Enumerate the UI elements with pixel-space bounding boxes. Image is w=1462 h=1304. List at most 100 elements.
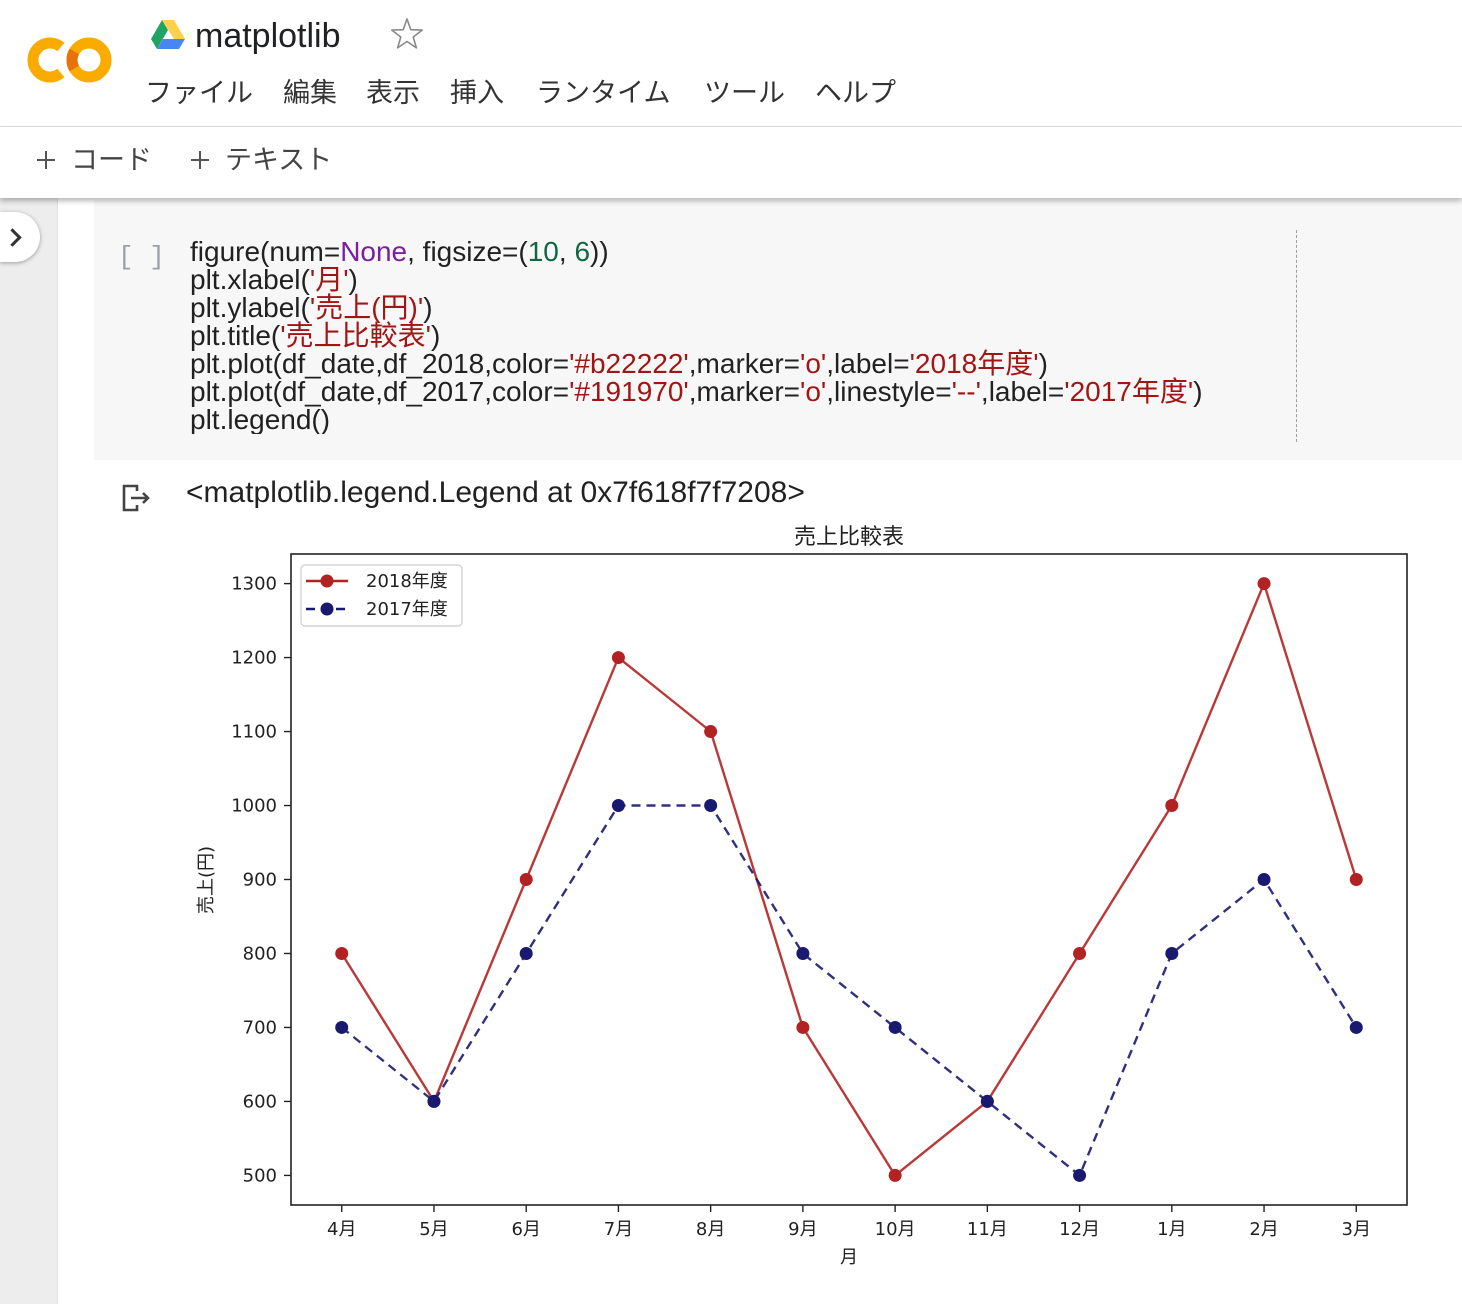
add-code-button[interactable]: コード [34, 141, 152, 179]
y-tick-label-1: 600 [243, 1091, 277, 1112]
y-tick-label-4: 900 [243, 870, 277, 891]
code-token: plt.xlabel( [190, 264, 310, 295]
x-tick-label-3: 7月 [604, 1219, 633, 1240]
legend: 2018年度 2017年度 [300, 564, 463, 627]
code-token: ) [1038, 348, 1048, 379]
code-token: '2018年度' [909, 348, 1039, 379]
series-1-point-2 [519, 946, 533, 960]
colab-logo-icon[interactable] [26, 32, 114, 88]
star-icon[interactable] [389, 17, 425, 53]
code-token: plt.plot(df_date,df_2017,color= [190, 376, 570, 407]
code-token: plt.legend() [190, 404, 331, 434]
x-tick-label-11: 3月 [1342, 1219, 1371, 1240]
menu-edit[interactable]: 編集 [283, 78, 337, 108]
series-1-point-1 [427, 1094, 441, 1108]
code-token: '#191970' [569, 376, 689, 407]
legend-label-0: 2018年度 [366, 571, 448, 592]
code-line-3[interactable]: plt.ylabel('売上(円)') [190, 294, 1290, 322]
y-tick-label-5: 1000 [231, 796, 277, 817]
code-token: , figsize=( [407, 238, 528, 267]
code-line-7[interactable]: plt.legend() [190, 406, 1290, 434]
menu-view[interactable]: 表示 [366, 78, 420, 108]
series-0-point-6 [888, 1168, 902, 1182]
code-token: '2017年度' [1064, 376, 1194, 407]
x-tick-label-4: 8月 [696, 1219, 725, 1240]
x-tick-label-1: 5月 [419, 1219, 448, 1240]
series-1-point-3 [611, 799, 625, 813]
code-line-5[interactable]: plt.plot(df_date,df_2018,color='#b22222'… [190, 350, 1290, 378]
code-token: plt.plot(df_date,df_2018,color= [190, 348, 570, 379]
code-line-2[interactable]: plt.xlabel('月') [190, 266, 1290, 294]
series-1-point-11 [1349, 1020, 1363, 1034]
y-tick-label-6: 1100 [231, 722, 277, 743]
y-tick-label-7: 1200 [231, 648, 277, 669]
series-0-point-2 [519, 873, 533, 886]
x-tick-label-0: 4月 [327, 1219, 356, 1240]
plus-icon [188, 141, 212, 179]
code-token: ,label= [980, 376, 1065, 407]
plot-frame [290, 553, 1408, 1206]
code-token: '月' [309, 264, 349, 295]
y-axis-label: 売上(円) [196, 846, 217, 914]
add-text-label: テキスト [225, 145, 333, 175]
y-tick-label-0: 500 [243, 1165, 277, 1186]
series-1-point-6 [888, 1020, 902, 1034]
code-token: '#b22222' [569, 348, 689, 379]
code-token: '売上比較表' [280, 320, 431, 351]
menu-insert[interactable]: 挿入 [450, 78, 504, 108]
code-token: ,linestyle= [826, 376, 952, 407]
series-0-line [340, 582, 1358, 1177]
menu-help[interactable]: ヘルプ [815, 78, 896, 108]
x-axis-label: 月 [840, 1247, 858, 1268]
x-tick-label-7: 11月 [967, 1219, 1008, 1240]
series-0-point-3 [611, 651, 625, 665]
series-0-point-11 [1349, 873, 1363, 886]
x-tick-label-8: 12月 [1059, 1219, 1100, 1240]
series-0-point-0 [335, 946, 349, 960]
app-header: matplotlib ファイル 編集 表示 挿入 ランタイム ツール ヘルプ [0, 0, 1462, 127]
output-redirect-icon[interactable] [120, 482, 152, 514]
series-1-point-8 [1073, 1168, 1087, 1182]
series-0-point-8 [1073, 946, 1087, 960]
code-token: , [558, 238, 575, 267]
y-tick-label-2: 700 [243, 1017, 277, 1038]
code-editor[interactable]: figure(num=None, figsize=(10, 6)) plt.xla… [190, 238, 1290, 434]
legend-marker-0 [320, 574, 334, 588]
sales-line-chart: 売上比較表 500 600 700 800 900 1000 1100 1200 1300 4月 5月… [196, 525, 1408, 1268]
code-token: 10 [527, 238, 559, 267]
code-token: plt.ylabel( [190, 292, 310, 323]
code-line-1[interactable]: figure(num=None, figsize=(10, 6)) [190, 238, 1290, 266]
line-length-ruler [1296, 230, 1297, 442]
series-1-point-4 [704, 799, 718, 813]
menu-runtime[interactable]: ランタイム [536, 78, 671, 108]
chart-title: 売上比較表 [794, 525, 904, 550]
series-1-point-0 [335, 1020, 349, 1034]
menu-file[interactable]: ファイル [145, 78, 253, 108]
add-code-label: コード [71, 145, 152, 175]
add-text-button[interactable]: テキスト [188, 141, 332, 179]
code-line-6[interactable]: plt.plot(df_date,df_2017,color='#191970'… [190, 378, 1290, 406]
code-token: 'o' [800, 348, 827, 379]
code-token: ) [1193, 376, 1203, 407]
code-token: 6 [574, 238, 591, 267]
series-1-point-9 [1165, 946, 1179, 960]
notebook-title[interactable]: matplotlib [195, 17, 341, 55]
series-1-point-10 [1257, 873, 1271, 886]
code-cell[interactable]: [ ] figure(num=None, figsize=(10, 6)) plt… [94, 200, 1462, 460]
run-indicator[interactable]: [ ] [118, 242, 165, 272]
code-token: '売上(円)' [309, 292, 424, 323]
left-sidebar [0, 198, 58, 1304]
code-token: ,label= [826, 348, 910, 379]
google-drive-icon[interactable] [151, 20, 185, 50]
output-text: <matplotlib.legend.Legend at 0x7f618f7f7… [186, 476, 805, 509]
code-token: ) [348, 264, 358, 295]
series-1-point-5 [796, 946, 810, 960]
code-token: ) [423, 292, 433, 323]
menu-tools[interactable]: ツール [704, 78, 785, 108]
chevron-right-icon [3, 228, 22, 247]
code-token: None [340, 238, 408, 267]
sidebar-toggle-button[interactable] [0, 212, 40, 262]
x-tick-label-5: 9月 [788, 1219, 817, 1240]
code-line-4[interactable]: plt.title('売上比較表') [190, 322, 1290, 350]
x-tick-label-9: 1月 [1157, 1219, 1186, 1240]
